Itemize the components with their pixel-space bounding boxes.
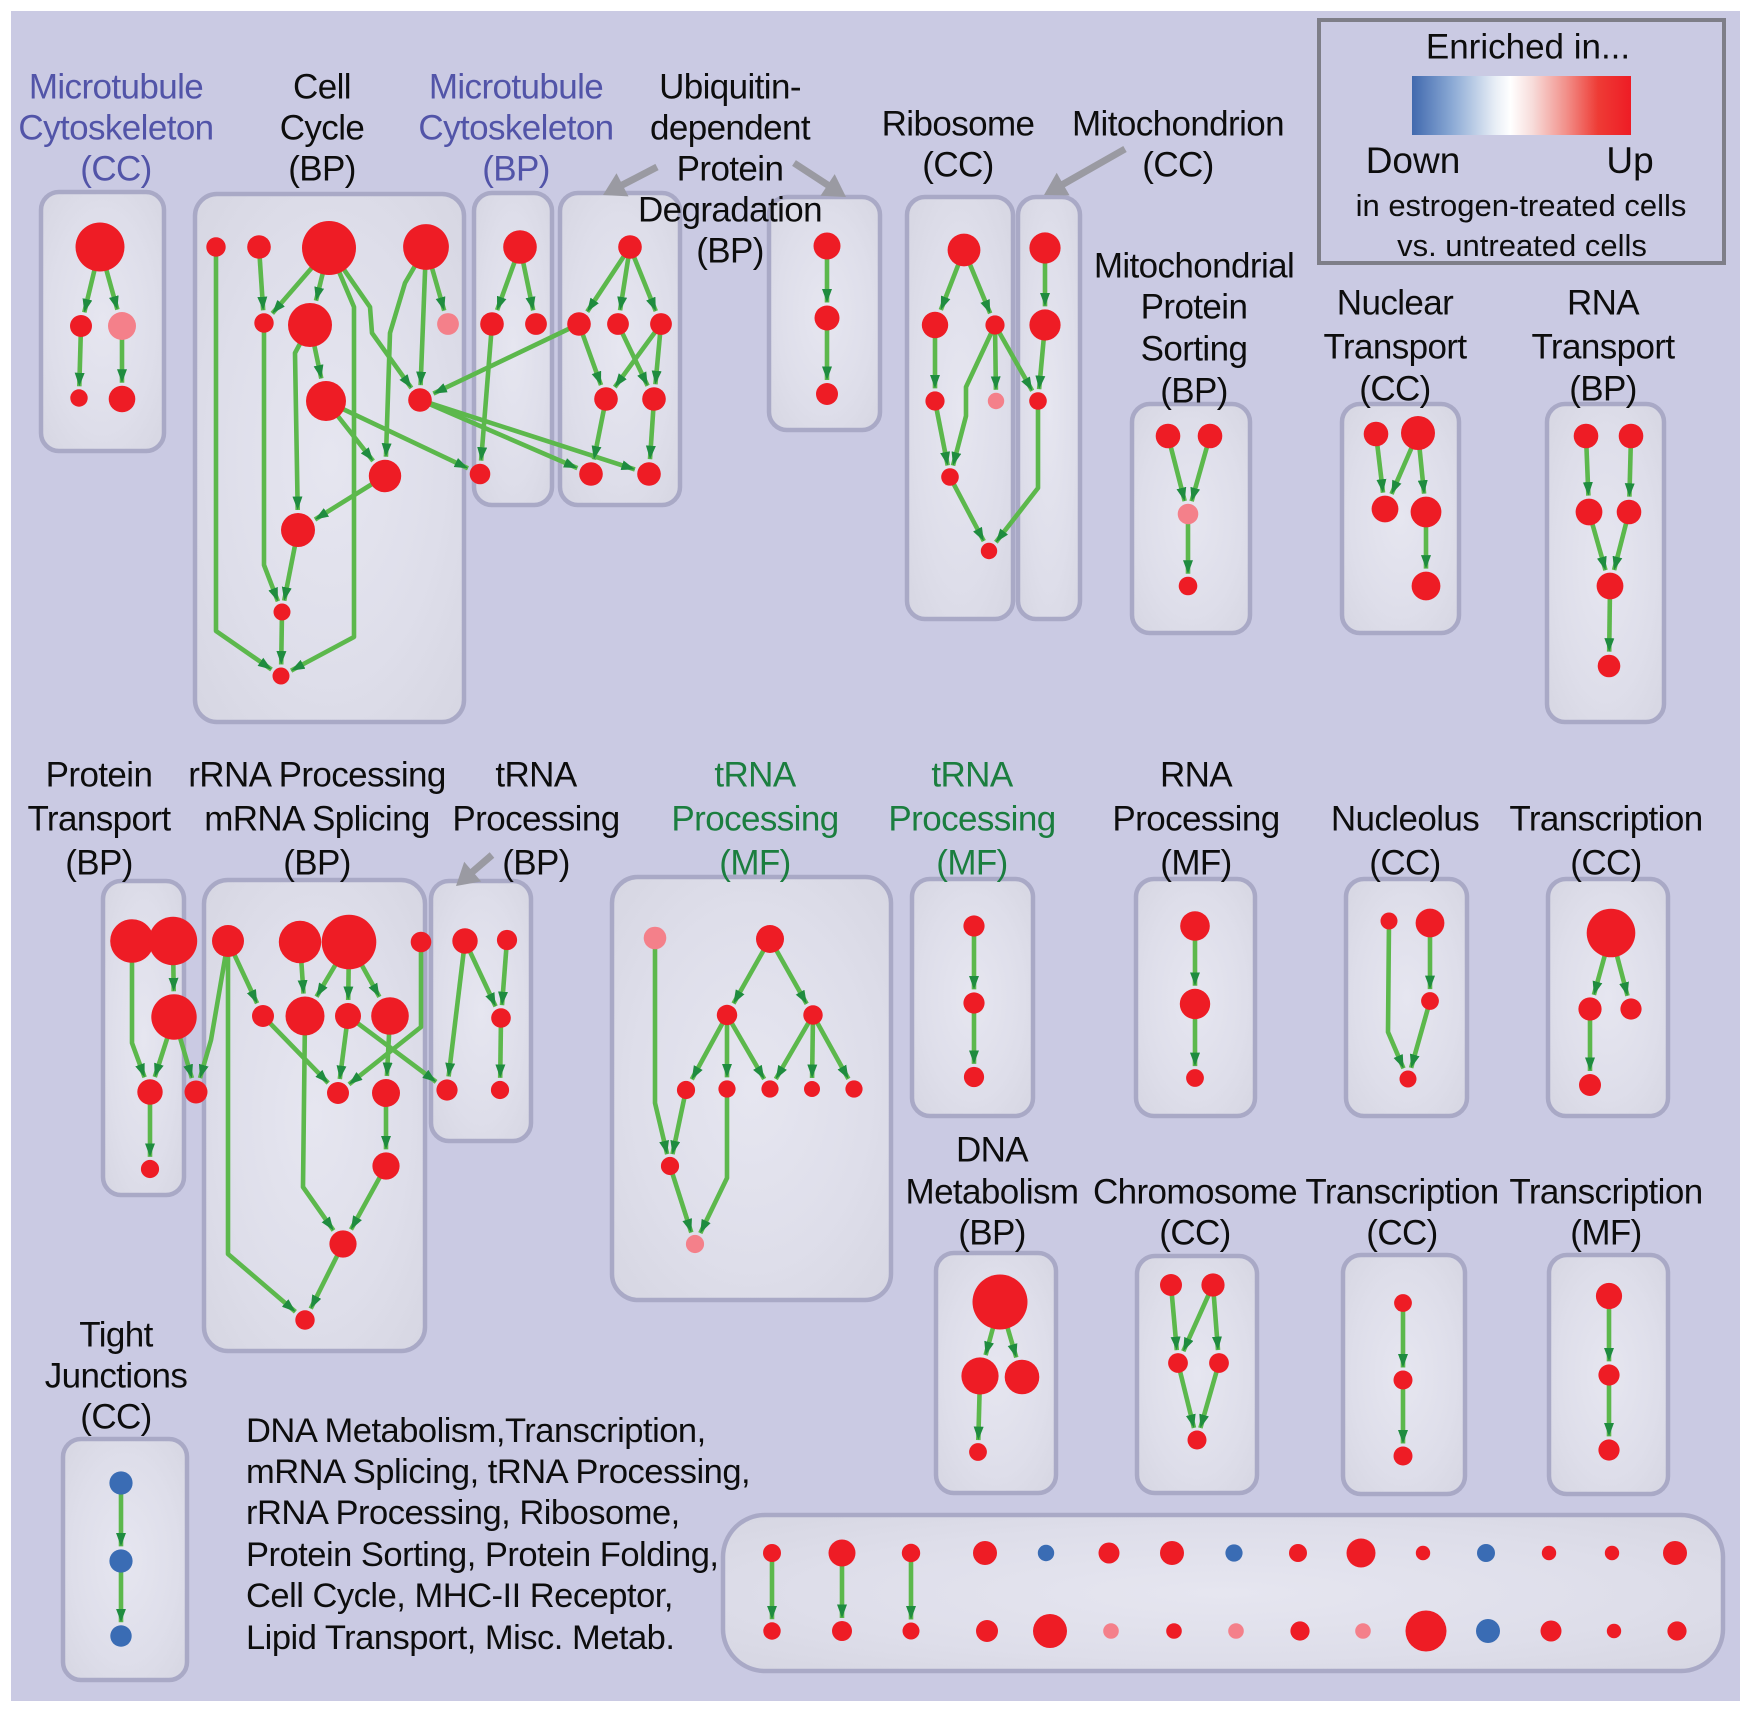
svg-text:mRNA Splicing: mRNA Splicing: [204, 799, 430, 838]
svg-text:Cytoskeleton: Cytoskeleton: [418, 108, 613, 147]
svg-text:(BP): (BP): [1569, 369, 1637, 408]
svg-text:Enriched in...: Enriched in...: [1426, 27, 1630, 66]
svg-text:(BP): (BP): [502, 843, 570, 882]
svg-text:Degradation: Degradation: [638, 190, 822, 229]
svg-text:RNA: RNA: [1160, 755, 1233, 794]
svg-text:Transport: Transport: [1323, 327, 1467, 366]
svg-text:Mitochondrion: Mitochondrion: [1072, 104, 1284, 143]
svg-text:Cycle: Cycle: [280, 108, 365, 147]
svg-text:Processing: Processing: [452, 799, 619, 838]
svg-text:(BP): (BP): [1160, 371, 1228, 410]
svg-text:(CC): (CC): [1366, 1213, 1437, 1252]
svg-text:rRNA Processing: rRNA Processing: [188, 755, 445, 794]
svg-text:Microtubule: Microtubule: [29, 67, 203, 106]
svg-text:(MF): (MF): [1570, 1213, 1641, 1252]
svg-text:(BP): (BP): [65, 843, 133, 882]
svg-text:(CC): (CC): [80, 149, 151, 188]
svg-text:(MF): (MF): [719, 843, 790, 882]
svg-text:Processing: Processing: [671, 799, 838, 838]
svg-text:tRNA: tRNA: [714, 755, 796, 794]
svg-text:Cell: Cell: [293, 67, 351, 106]
svg-text:Lipid Transport, Misc. Metab.: Lipid Transport, Misc. Metab.: [246, 1619, 674, 1657]
svg-text:Nuclear: Nuclear: [1337, 283, 1454, 322]
svg-text:(CC): (CC): [1359, 369, 1430, 408]
svg-text:mRNA Splicing, tRNA Processing: mRNA Splicing, tRNA Processing,: [246, 1453, 750, 1491]
svg-text:(BP): (BP): [283, 843, 351, 882]
svg-text:Protein: Protein: [1141, 287, 1248, 326]
svg-text:(BP): (BP): [696, 231, 764, 270]
svg-text:rRNA Processing, Ribosome,: rRNA Processing, Ribosome,: [246, 1494, 680, 1532]
svg-text:(CC): (CC): [80, 1397, 151, 1436]
svg-text:Processing: Processing: [888, 799, 1055, 838]
svg-text:(CC): (CC): [1142, 145, 1213, 184]
svg-text:Cytoskeleton: Cytoskeleton: [18, 108, 213, 147]
svg-text:DNA Metabolism,Transcription,: DNA Metabolism,Transcription,: [246, 1412, 706, 1450]
svg-text:Transport: Transport: [27, 799, 171, 838]
svg-text:dependent: dependent: [650, 108, 811, 147]
svg-text:Cell Cycle, MHC-II Receptor,: Cell Cycle, MHC-II Receptor,: [246, 1577, 673, 1615]
svg-text:Transcription: Transcription: [1509, 1172, 1702, 1211]
svg-text:in estrogen-treated cells: in estrogen-treated cells: [1356, 188, 1687, 223]
svg-text:Microtubule: Microtubule: [429, 67, 603, 106]
svg-text:Protein: Protein: [46, 755, 153, 794]
svg-text:Processing: Processing: [1112, 799, 1279, 838]
svg-text:Tight: Tight: [79, 1315, 153, 1354]
svg-text:Sorting: Sorting: [1141, 329, 1248, 368]
svg-text:Transcription: Transcription: [1509, 799, 1702, 838]
svg-text:tRNA: tRNA: [495, 755, 577, 794]
svg-text:Metabolism: Metabolism: [906, 1172, 1079, 1211]
svg-text:(BP): (BP): [482, 149, 550, 188]
svg-text:(MF): (MF): [936, 843, 1007, 882]
svg-text:Nucleolus: Nucleolus: [1331, 799, 1479, 838]
svg-text:Transcription: Transcription: [1305, 1172, 1498, 1211]
svg-text:Protein Sorting, Protein Foldi: Protein Sorting, Protein Folding,: [246, 1536, 719, 1574]
svg-text:Ubiquitin-: Ubiquitin-: [659, 67, 801, 106]
svg-text:tRNA: tRNA: [931, 755, 1013, 794]
svg-text:(CC): (CC): [922, 145, 993, 184]
svg-text:Transport: Transport: [1531, 327, 1675, 366]
svg-text:(BP): (BP): [958, 1213, 1026, 1252]
svg-text:Down: Down: [1366, 140, 1461, 181]
svg-text:(CC): (CC): [1570, 843, 1641, 882]
svg-text:(BP): (BP): [288, 149, 356, 188]
svg-text:Ribosome: Ribosome: [882, 104, 1035, 143]
svg-text:Protein: Protein: [677, 149, 784, 188]
svg-text:(MF): (MF): [1160, 843, 1231, 882]
svg-text:(CC): (CC): [1369, 843, 1440, 882]
svg-text:RNA: RNA: [1567, 283, 1640, 322]
svg-text:Junctions: Junctions: [45, 1356, 188, 1395]
svg-text:(CC): (CC): [1159, 1213, 1230, 1252]
svg-text:Mitochondrial: Mitochondrial: [1094, 246, 1294, 285]
svg-text:Chromosome: Chromosome: [1093, 1172, 1297, 1211]
svg-text:DNA: DNA: [956, 1130, 1029, 1169]
svg-text:Up: Up: [1606, 140, 1653, 181]
svg-text:vs. untreated cells: vs. untreated cells: [1397, 228, 1647, 263]
